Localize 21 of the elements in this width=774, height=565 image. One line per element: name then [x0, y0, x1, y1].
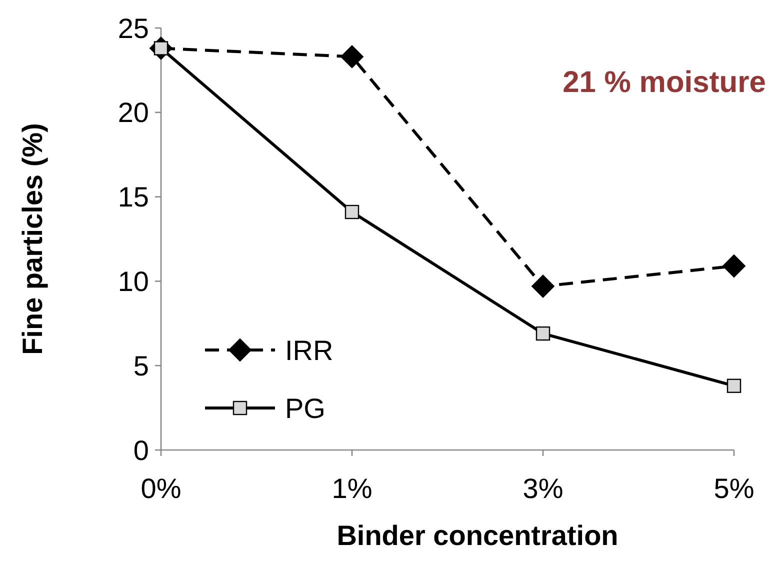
point	[726, 378, 742, 393]
y-tick-label: 10	[118, 266, 149, 297]
annotation: 21 % moisture	[562, 66, 766, 99]
point	[722, 254, 746, 278]
point	[532, 274, 554, 298]
y-tick-label: 5	[133, 350, 149, 382]
y-tick-label: 25	[118, 12, 149, 44]
point	[536, 326, 550, 341]
y-axis-title: Fine particles (%)	[17, 123, 48, 355]
x-tick-label: 5%	[714, 473, 754, 504]
legend-label: IRR	[285, 334, 334, 366]
x-tick-label: 3%	[522, 473, 564, 504]
point	[344, 204, 360, 220]
y-tick-label: 0	[133, 434, 149, 466]
x-axis-title: Binder concentration	[336, 520, 618, 551]
y-tick-label: 15	[118, 182, 149, 213]
point	[340, 45, 364, 68]
legend-label: PG	[285, 392, 326, 424]
x-tick-label: 0%	[140, 473, 182, 504]
x-tick-label: 1%	[332, 473, 372, 504]
y-tick-label: 20	[118, 97, 149, 128]
